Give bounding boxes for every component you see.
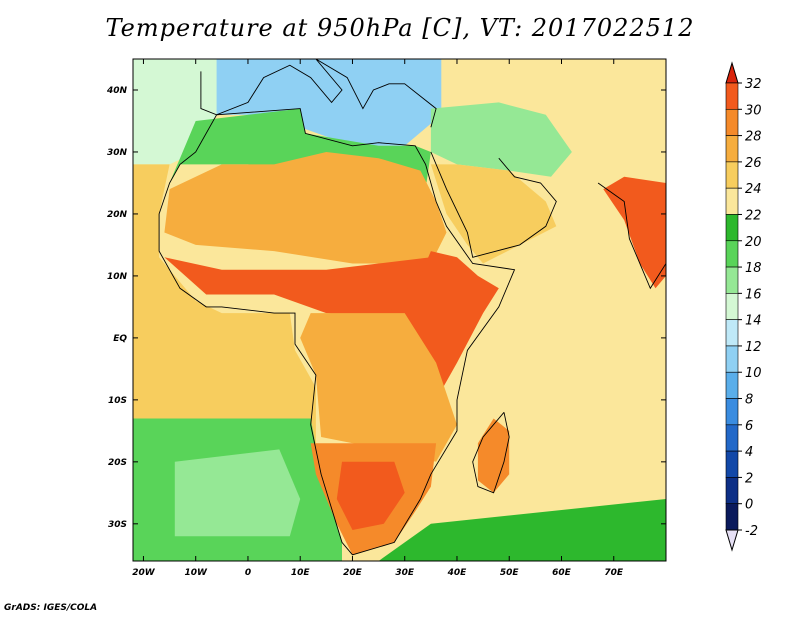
region-central-africa-warm (300, 313, 457, 462)
lon-tick-label: 10E (291, 568, 311, 578)
lon-tick-label: 20E (343, 568, 363, 578)
lat-tick-label: 10N (107, 272, 128, 282)
region-sea-mediterranean (216, 59, 442, 146)
lon-tick-label: 30E (395, 568, 415, 578)
lat-tick-label: 20N (107, 210, 128, 220)
colorbar-label: 12 (745, 340, 762, 355)
latitude-axis: 40N 30N 20N 10N EQ 10S 20S 30S (106, 86, 666, 530)
lon-tick-label: 20W (132, 568, 156, 578)
colorbar-label: 18 (745, 261, 762, 276)
lat-tick-label: 30S (108, 520, 127, 530)
colorbar-swatch (725, 82, 739, 110)
madagascar-coastline (472, 412, 510, 494)
lat-tick-label: 20S (108, 458, 127, 468)
colorbar-label: -2 (745, 524, 758, 539)
region-sahel-hot (164, 257, 447, 320)
lon-tick-label: 10W (184, 568, 208, 578)
colorbar-swatch (725, 398, 739, 426)
colorbar-label: 2 (745, 471, 753, 486)
coastlines (158, 59, 666, 556)
colorbar-swatch (725, 240, 739, 268)
region-sea-atlantic-tropics (133, 164, 316, 444)
colorbar-swatch (725, 187, 739, 215)
colorbar-swatch (725, 319, 739, 347)
region-sahara-hot (164, 152, 447, 264)
colorbar-label: 10 (745, 366, 762, 381)
colorbar-swatch (725, 371, 739, 399)
colorbar-label: 30 (745, 103, 762, 118)
lon-tick-label: 40E (447, 568, 468, 578)
lon-tick-label: 50E (500, 568, 520, 578)
map-frame (132, 58, 667, 562)
region-arabia-warm (430, 164, 557, 264)
africa-coastline (158, 108, 516, 556)
colorbar-label: 0 (745, 498, 753, 513)
region-india-hot (603, 176, 666, 289)
colorbar-under-arrow (725, 529, 739, 552)
arabia-coastline (430, 151, 557, 258)
colorbar-swatch (725, 161, 739, 189)
colorbar-label: 8 (745, 393, 753, 408)
colorbar-label: 16 (745, 287, 762, 302)
lon-tick-label: 70E (604, 568, 624, 578)
region-middle-east (430, 102, 572, 177)
lon-tick-label: 60E (552, 568, 572, 578)
colorbar-label: 24 (745, 182, 762, 197)
lat-tick-label: 10S (108, 396, 127, 406)
colorbar-swatch (725, 450, 739, 478)
map-title: Temperature at 950hPa [C], VT: 201702251… (105, 14, 695, 42)
temperature-fill (133, 59, 666, 561)
colorbar-swatch (725, 108, 739, 136)
longitude-axis: 20W 10W 0 10E 20E 30E 40E 50E 60E 70E (132, 59, 624, 578)
region-sea-indian-ocean (352, 189, 666, 561)
region-sea-south-atlantic-cool (174, 449, 301, 537)
colorbar-swatch (725, 135, 739, 163)
colorbar-label: 14 (745, 314, 762, 329)
region-kalahari-hot (336, 461, 405, 530)
colorbar-label: 6 (745, 419, 753, 434)
lat-tick-label: 30N (107, 148, 128, 158)
colorbar-swatch (725, 345, 739, 373)
colorbar-swatch (725, 214, 739, 242)
lon-tick-label: 0 (245, 568, 251, 578)
colorbar-label: 4 (745, 445, 753, 460)
colorbar-label: 22 (745, 208, 762, 223)
lat-tick-label: 40N (106, 86, 128, 96)
colorbar-swatch (725, 503, 739, 531)
colorbar-swatch (725, 477, 739, 505)
colorbar-label: 26 (745, 156, 762, 171)
colorbar-swatch (725, 293, 739, 320)
region-madagascar (477, 418, 510, 493)
lat-tick-label: EQ (113, 334, 127, 344)
colorbar-label: 32 (745, 77, 762, 92)
credit-text: GrADS: IGES/COLA (4, 603, 98, 613)
india-coastline (597, 182, 666, 290)
region-sea-indian-south (378, 499, 666, 561)
colorbar-over-arrow (725, 61, 739, 84)
colorbar-swatch (725, 266, 739, 294)
colorbar-label: 20 (745, 235, 762, 250)
colorbar-label: 28 (745, 130, 762, 145)
colorbar-swatch (725, 424, 739, 452)
europe-coastline (200, 59, 437, 128)
